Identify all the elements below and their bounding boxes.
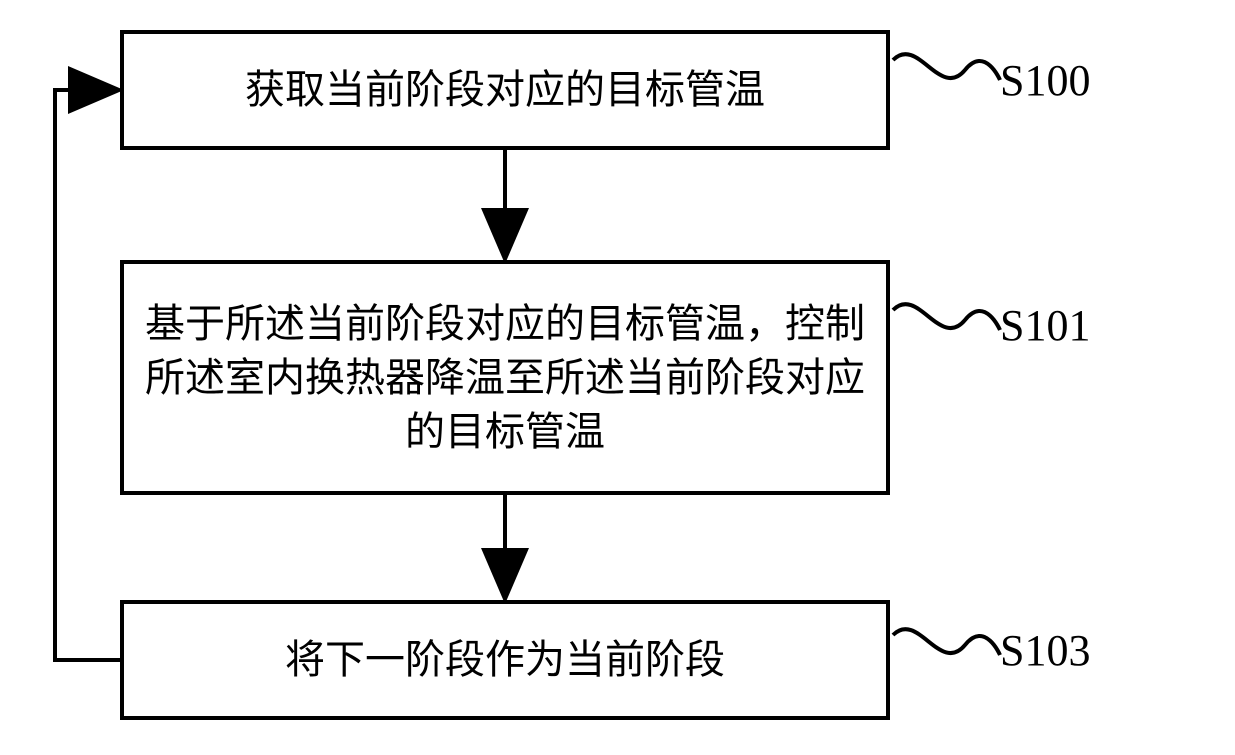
node-s100: 获取当前阶段对应的目标管温 <box>120 30 890 150</box>
node-s101: 基于所述当前阶段对应的目标管温，控制所述室内换热器降温至所述当前阶段对应的目标管… <box>120 260 890 495</box>
label-s100: S100 <box>1000 55 1090 106</box>
node-s101-text: 基于所述当前阶段对应的目标管温，控制所述室内换热器降温至所述当前阶段对应的目标管… <box>124 297 886 459</box>
node-s103: 将下一阶段作为当前阶段 <box>120 600 890 720</box>
label-s101: S101 <box>1000 300 1090 351</box>
wave-s101 <box>893 304 1000 330</box>
node-s103-text: 将下一阶段作为当前阶段 <box>124 633 886 687</box>
flowchart-canvas: 获取当前阶段对应的目标管温 基于所述当前阶段对应的目标管温，控制所述室内换热器降… <box>0 0 1235 755</box>
edge-loop-left <box>55 90 120 660</box>
wave-s103 <box>893 629 1000 655</box>
node-s100-text: 获取当前阶段对应的目标管温 <box>124 63 886 117</box>
label-s103: S103 <box>1000 625 1090 676</box>
wave-s100 <box>893 54 1000 80</box>
